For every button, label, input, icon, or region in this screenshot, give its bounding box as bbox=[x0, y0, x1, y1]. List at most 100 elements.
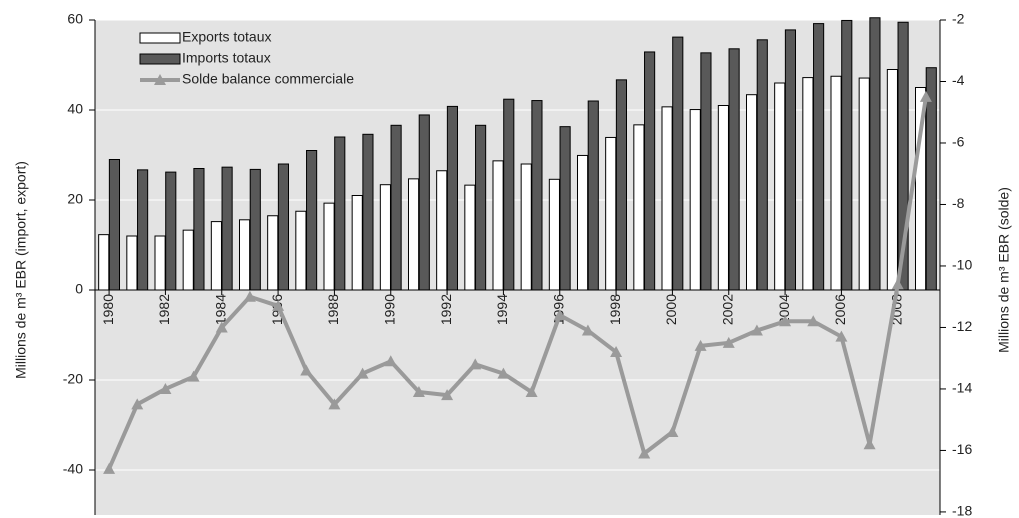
line-marker bbox=[300, 364, 313, 376]
line-marker bbox=[215, 321, 228, 333]
line-marker bbox=[469, 358, 482, 370]
bar bbox=[446, 105, 459, 291]
bar bbox=[717, 105, 729, 291]
bar bbox=[351, 195, 363, 291]
legend-marker bbox=[154, 74, 166, 85]
plot-background bbox=[95, 20, 940, 515]
bar bbox=[277, 163, 290, 291]
bar bbox=[221, 166, 233, 291]
bar bbox=[306, 150, 318, 291]
y2-tick-label: -2 bbox=[952, 11, 965, 27]
bar bbox=[615, 79, 628, 291]
line-marker bbox=[722, 336, 735, 348]
x-tick-label: 2002 bbox=[719, 294, 735, 325]
bar bbox=[813, 23, 825, 291]
y2-tick-label: -6 bbox=[952, 134, 965, 150]
line-marker bbox=[779, 315, 792, 327]
y2-tick-label: -18 bbox=[952, 503, 972, 518]
bar bbox=[756, 39, 768, 291]
line-marker bbox=[581, 324, 594, 336]
x-tick-label: 2000 bbox=[663, 294, 679, 325]
legend-label: Solde balance commerciale bbox=[182, 71, 354, 87]
bar bbox=[605, 136, 617, 291]
line-marker bbox=[356, 367, 369, 379]
bar bbox=[644, 51, 656, 291]
y2-tick-label: -16 bbox=[952, 441, 972, 457]
bar bbox=[548, 178, 560, 291]
bar bbox=[587, 100, 599, 291]
y2-tick-label: -10 bbox=[952, 257, 972, 273]
x-tick-label: 1998 bbox=[607, 294, 623, 325]
bar bbox=[137, 169, 149, 291]
y-tick-label: 20 bbox=[67, 191, 83, 207]
bar bbox=[774, 82, 786, 291]
x-tick-label: 1994 bbox=[494, 294, 510, 325]
bar bbox=[633, 124, 645, 291]
line-marker bbox=[750, 324, 763, 336]
bar bbox=[323, 202, 335, 291]
bar bbox=[267, 215, 279, 291]
y2-tick-label: -14 bbox=[952, 380, 972, 396]
bar bbox=[390, 124, 402, 291]
bar bbox=[475, 124, 487, 291]
bar bbox=[830, 75, 842, 291]
bar bbox=[672, 36, 684, 291]
bar bbox=[531, 100, 543, 291]
y2-axis-label: Millions de m³ EBR (solde) bbox=[996, 187, 1012, 353]
line-marker bbox=[272, 299, 285, 311]
bar bbox=[418, 114, 430, 291]
bar bbox=[886, 69, 898, 291]
line-marker bbox=[131, 398, 144, 410]
line-marker bbox=[243, 290, 256, 302]
y2-tick-label: -12 bbox=[952, 318, 972, 334]
bar bbox=[503, 98, 515, 291]
bar bbox=[108, 159, 121, 291]
line-marker bbox=[187, 370, 200, 382]
line-marker bbox=[891, 278, 904, 290]
y2-tick-label: -4 bbox=[952, 72, 965, 88]
legend-item: Exports totaux bbox=[139, 29, 272, 45]
bar bbox=[784, 29, 797, 291]
bar bbox=[182, 229, 194, 291]
bar bbox=[559, 126, 571, 291]
line-marker bbox=[807, 315, 820, 327]
bar bbox=[193, 168, 205, 291]
bar bbox=[869, 17, 881, 291]
x-tick-label: 1988 bbox=[325, 294, 341, 325]
bar bbox=[802, 77, 814, 291]
line-marker bbox=[384, 355, 397, 367]
line-marker bbox=[835, 330, 848, 342]
bar bbox=[379, 184, 391, 291]
line-marker bbox=[919, 90, 932, 102]
legend-item: Imports totaux bbox=[139, 50, 271, 66]
bar bbox=[362, 133, 374, 291]
y-axis-label: Millions de m³ EBR (import, export) bbox=[13, 161, 29, 379]
x-tick-label: 1980 bbox=[100, 294, 116, 325]
bar bbox=[98, 234, 110, 291]
bar bbox=[407, 178, 420, 291]
bar bbox=[334, 136, 346, 291]
line-marker bbox=[328, 398, 341, 410]
line-marker bbox=[412, 386, 425, 398]
y-tick-label: -20 bbox=[63, 371, 83, 387]
y-tick-label: 60 bbox=[67, 11, 83, 27]
bar bbox=[576, 154, 589, 291]
bar bbox=[492, 160, 504, 291]
legend-label: Imports totaux bbox=[182, 50, 271, 66]
legend-label: Exports totaux bbox=[182, 29, 272, 45]
y-tick-label: -40 bbox=[63, 461, 83, 477]
line-marker bbox=[610, 346, 623, 358]
line-marker bbox=[497, 367, 510, 379]
bar bbox=[210, 221, 222, 291]
bar bbox=[126, 235, 138, 291]
legend-swatch bbox=[139, 53, 181, 65]
x-tick-label: 1984 bbox=[212, 294, 228, 325]
legend-swatch bbox=[139, 32, 181, 44]
x-tick-label: 1982 bbox=[156, 294, 172, 325]
x-tick-label: 1992 bbox=[438, 294, 454, 325]
bar bbox=[745, 94, 758, 291]
line-marker bbox=[441, 389, 454, 401]
bar bbox=[841, 19, 853, 291]
line-marker bbox=[638, 447, 651, 459]
